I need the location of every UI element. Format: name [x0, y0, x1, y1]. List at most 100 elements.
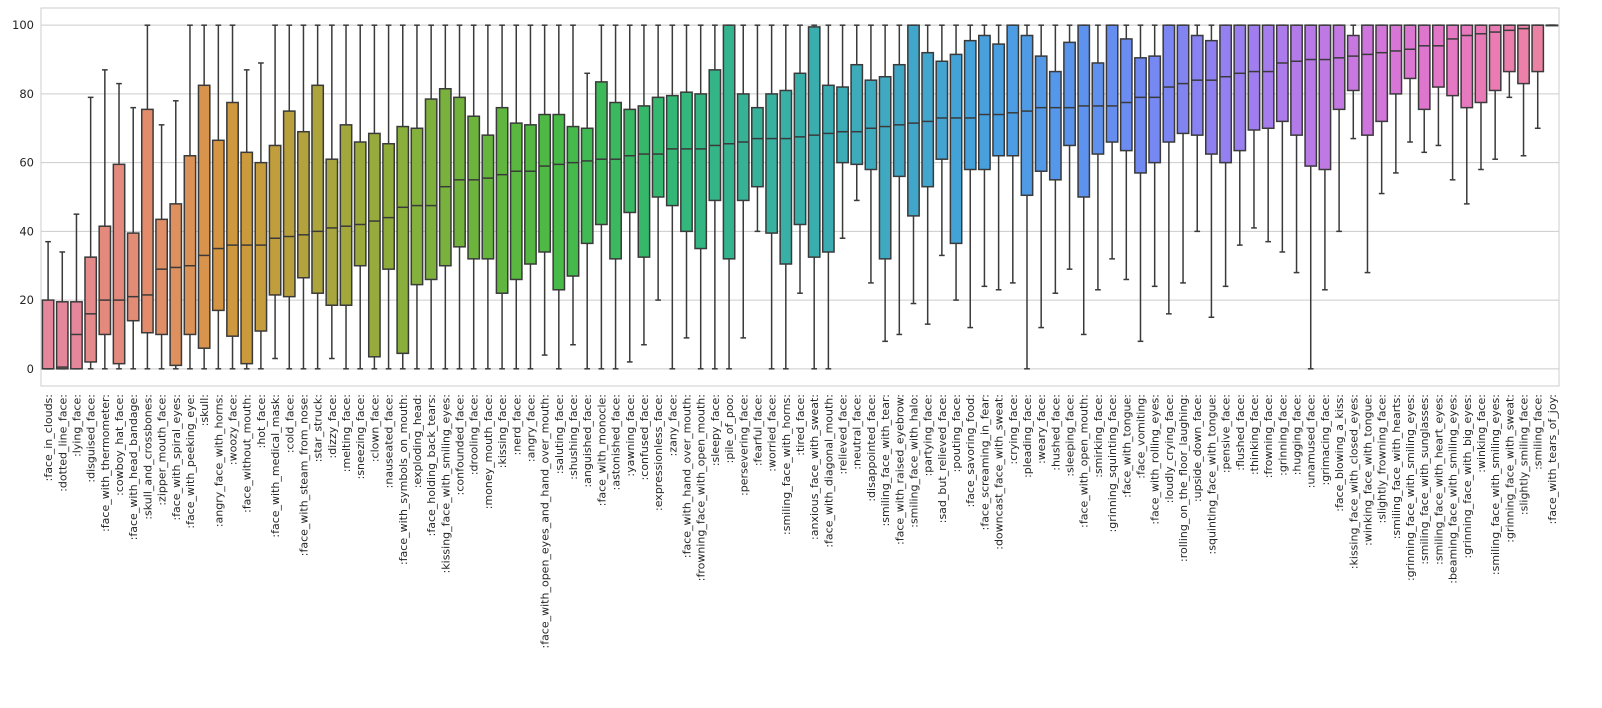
- box-body: [1346, 34, 1360, 92]
- box-face_blowing_a_kiss: [1332, 24, 1346, 233]
- box-smiling_face_with_tear: [878, 24, 892, 343]
- x-tick-label: :frowning_face_with_open_mouth:: [695, 394, 708, 581]
- box-body: [367, 132, 381, 358]
- box-body: [1091, 62, 1105, 155]
- x-tick-label: :squinting_face_with_tongue:: [1205, 394, 1218, 554]
- x-tick-label: :face_in_clouds:: [42, 394, 55, 481]
- box-face_with_open_eyes_and_hand_over_mouth: [538, 24, 552, 356]
- box-body: [907, 24, 920, 217]
- x-tick-label: :face_with_tears_of_joy:: [1546, 394, 1559, 524]
- box-woozy_face: [226, 24, 239, 370]
- x-tick-label: :woozy_face:: [227, 394, 240, 465]
- box-body: [807, 26, 821, 258]
- x-tick-label: :beaming_face_with_smiling_eyes:: [1447, 394, 1460, 584]
- x-tick-label: :hushed_face:: [1049, 394, 1062, 471]
- box-body: [438, 88, 452, 267]
- box-body: [878, 75, 892, 260]
- box-body: [594, 81, 608, 226]
- box-body: [211, 139, 225, 312]
- x-tick-label: :astonished_face:: [610, 394, 623, 490]
- x-tick-label: :disguised_face:: [85, 394, 98, 483]
- x-tick-label: :kissing_face_with_closed_eyes:: [1347, 394, 1360, 569]
- x-tick-label: :smiling_face_with_heart_eyes:: [1432, 394, 1445, 565]
- x-tick-label: :cold_face:: [283, 394, 296, 453]
- box-face_with_peeking_eye: [183, 24, 197, 370]
- box-body: [736, 93, 750, 202]
- x-tick-label: :thinking_face:: [1248, 394, 1261, 475]
- x-tick-label: :pensive_face:: [1220, 394, 1233, 473]
- box-body: [963, 39, 977, 171]
- box-body: [240, 151, 254, 365]
- box-face_without_mouth: [240, 69, 254, 370]
- box-body: [1190, 34, 1204, 136]
- box-pleading_face: [1020, 24, 1034, 370]
- x-tick-label: :angry_face:: [524, 394, 537, 462]
- box-body: [55, 301, 69, 370]
- x-tick-label: :anguished_face:: [581, 394, 594, 488]
- box-body: [680, 91, 693, 233]
- box-body: [396, 125, 410, 355]
- box-body: [453, 96, 466, 248]
- box-relieved_face: [836, 24, 849, 239]
- x-tick-label: :anxious_face_with_sweat:: [808, 394, 821, 540]
- x-tick-label: :persevering_face:: [737, 394, 750, 496]
- x-tick-label: :zany_face:: [666, 394, 679, 456]
- box-hot_face: [254, 62, 268, 370]
- box-body: [921, 51, 935, 188]
- x-tick-label: :smiling_face_with_tear:: [879, 394, 892, 526]
- box-upside_down_face: [1190, 24, 1204, 233]
- box-zipper_mouth_face: [155, 124, 169, 370]
- x-tick-label: :dotted_line_face:: [56, 394, 69, 492]
- box-body: [1176, 24, 1190, 135]
- x-tick-label: :face_with_spiral_eyes:: [170, 394, 183, 521]
- x-tick-label: :face_with_peeking_eye:: [184, 394, 197, 529]
- box-grinning_squinting_face: [1105, 24, 1119, 260]
- box-body: [155, 218, 169, 336]
- box-sad_but_relieved_face: [935, 24, 949, 257]
- box-body: [609, 101, 622, 260]
- x-tick-label: :smirking_face:: [1092, 394, 1105, 478]
- box-cold_face: [282, 24, 296, 370]
- box-body: [98, 225, 112, 336]
- box-pouting_face: [949, 24, 963, 301]
- box-smiling_face_with_halo: [907, 24, 920, 305]
- box-body: [311, 84, 325, 294]
- box-winking_face: [1474, 24, 1488, 171]
- box-sleeping_face: [1063, 24, 1076, 270]
- box-slightly_smiling_face: [1517, 24, 1530, 157]
- x-tick-label: :confused_face:: [638, 394, 651, 480]
- box-partying_face: [921, 24, 935, 325]
- box-body: [1261, 24, 1275, 130]
- box-body: [481, 134, 495, 260]
- box-grinning_face: [1275, 24, 1289, 253]
- x-tick-label: :clown_face:: [368, 394, 381, 462]
- box-melting_face: [339, 24, 353, 370]
- box-loudly_crying_face: [1162, 24, 1176, 315]
- box-grinning_face_with_sweat: [1502, 24, 1516, 99]
- box-grinning_face_with_big_eyes: [1460, 24, 1474, 205]
- box-angry_face_with_horns: [211, 24, 225, 370]
- box-body: [1063, 41, 1076, 147]
- box-smiling_face_with_sunglasses: [1417, 24, 1431, 154]
- box-body: [1290, 24, 1303, 136]
- box-body: [268, 144, 282, 296]
- box-body: [821, 84, 835, 253]
- x-tick-label: :face_with_hand_over_mouth:: [681, 394, 694, 558]
- box-body: [353, 141, 367, 267]
- box-body: [183, 155, 197, 336]
- box-body: [1318, 24, 1332, 171]
- box-zany_face: [665, 24, 679, 370]
- box-body: [1304, 24, 1318, 167]
- x-tick-label: :winking_face_with_tongue:: [1361, 394, 1374, 546]
- box-kissing_face: [495, 24, 509, 370]
- box-exploding_head: [410, 24, 424, 370]
- box-body: [552, 113, 566, 291]
- box-face_with_head_bandage: [126, 106, 140, 370]
- box-body: [1403, 24, 1417, 80]
- box-body: [1119, 38, 1133, 152]
- box-body: [1048, 70, 1062, 181]
- box-yawning_face: [623, 24, 637, 363]
- box-body: [935, 60, 949, 160]
- box-face_holding_back_tears: [424, 24, 438, 370]
- box-body: [850, 63, 864, 166]
